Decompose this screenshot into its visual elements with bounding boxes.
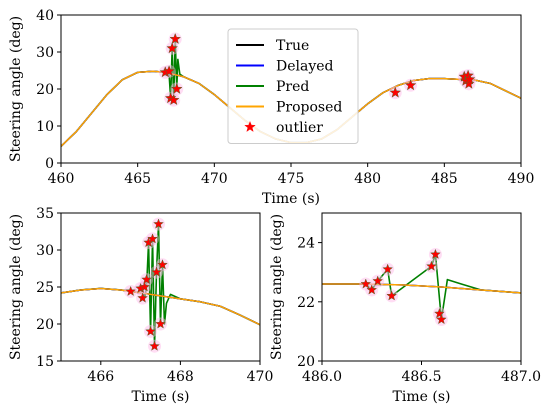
- outlier-marker: [163, 65, 176, 77]
- legend-item-delayed: Delayed: [236, 59, 334, 75]
- y-tick-label: 24: [297, 236, 315, 252]
- y-tick-label: 20: [297, 354, 315, 370]
- legend-item-true: True: [236, 38, 309, 54]
- outlier-marker: [151, 266, 162, 277]
- outlier-marker: [435, 313, 447, 325]
- outlier-marker: [147, 233, 158, 244]
- outlier-marker: [462, 77, 475, 89]
- x-tick-label: 465: [124, 171, 151, 187]
- x-axis-label: Time (s): [393, 389, 451, 405]
- outlier-marker: [141, 273, 153, 285]
- y-axis-label: Steering angle (deg): [8, 16, 24, 162]
- chart-bottom-left: 466 468 470 15 20 25 30 35 Time (s) Steering angl…: [8, 206, 273, 405]
- plot-area: [322, 253, 521, 321]
- y-tick-label: 20: [36, 82, 54, 98]
- legend-label: True: [276, 38, 309, 54]
- outlier-marker: [139, 281, 151, 292]
- y-tick-label: 10: [36, 119, 54, 135]
- legend-label: Pred: [276, 79, 309, 95]
- legend-box: [227, 28, 359, 144]
- axes-frame: [321, 212, 522, 362]
- y-tick-label: 22: [297, 295, 315, 311]
- legend-item-outlier: outlier: [244, 120, 323, 136]
- x-tick-label: 485: [431, 171, 458, 187]
- outlier-marker: [155, 318, 166, 329]
- legend-swatch: [244, 120, 256, 132]
- x-tick-label: 470: [247, 369, 274, 385]
- outlier-marker: [137, 292, 149, 303]
- outlier-marker: [389, 86, 402, 98]
- outlier-marker: [170, 82, 183, 95]
- outlier-marker: [366, 284, 378, 295]
- series-line-pred: [322, 253, 521, 321]
- y-tick-label: 30: [36, 45, 54, 61]
- y-axis-label: Steering angle (deg): [8, 214, 24, 360]
- x-tick-label: 480: [354, 171, 381, 187]
- outlier-marker: [149, 340, 160, 351]
- series-line-proposed: [322, 283, 521, 294]
- x-axis-label: Time (s): [132, 389, 190, 405]
- x-tick-label: 475: [278, 171, 305, 187]
- y-tick-label: 20: [36, 317, 54, 333]
- outlier-marker: [125, 285, 137, 297]
- legend-item-pred: Pred: [236, 79, 309, 95]
- outlier-marker: [386, 290, 398, 301]
- y-tick-label: 15: [36, 354, 54, 370]
- outlier-marker: [157, 259, 168, 270]
- outlier-marker: [372, 275, 384, 286]
- y-tick-label: 0: [45, 156, 54, 172]
- outlier-marker: [426, 260, 437, 271]
- chart-top: 460 465 470 475 480 485 490 0 10 20 30 40 Time (s) St…: [8, 8, 534, 207]
- outlier-marker: [433, 307, 445, 319]
- y-tick-label: 40: [36, 8, 54, 24]
- y-axis-label: Steering angle (deg): [269, 214, 285, 360]
- x-tick-label: 486.5: [401, 369, 441, 385]
- legend-label: outlier: [276, 120, 323, 136]
- outlier-marker: [145, 325, 156, 337]
- legend: True Delayed Pred Proposed outlier: [227, 28, 359, 144]
- y-tick-label: 25: [36, 280, 54, 296]
- x-tick-label: 470: [201, 171, 228, 187]
- outlier-marker: [360, 278, 372, 289]
- y-tick-label: 30: [36, 243, 54, 259]
- x-tick-label: 466: [87, 369, 114, 385]
- outlier-marker: [429, 248, 441, 260]
- x-axis-label: Time (s): [262, 191, 320, 207]
- x-tick-label: 487.0: [501, 369, 541, 385]
- legend-label: Proposed: [276, 100, 342, 116]
- x-tick-label: 490: [508, 171, 535, 187]
- legend-label: Delayed: [276, 59, 334, 75]
- x-tick-label: 486.0: [302, 369, 342, 385]
- outlier-marker: [169, 32, 182, 45]
- x-tick-label: 468: [167, 369, 194, 385]
- x-tick-label: 460: [48, 171, 75, 187]
- outlier-marker: [382, 263, 394, 274]
- outlier-marker: [404, 79, 417, 91]
- chart-bottom-right: 486.0 486.5 487.0 20 22 24 Time (s) Steering an…: [269, 212, 541, 405]
- series-line-proposed: [61, 287, 260, 326]
- outlier-marker: [167, 93, 180, 106]
- legend-item-proposed: Proposed: [236, 100, 342, 116]
- outlier-marker: [166, 42, 179, 54]
- outlier-marker: [463, 73, 476, 85]
- outlier-marker: [153, 218, 164, 229]
- y-tick-label: 35: [36, 206, 54, 222]
